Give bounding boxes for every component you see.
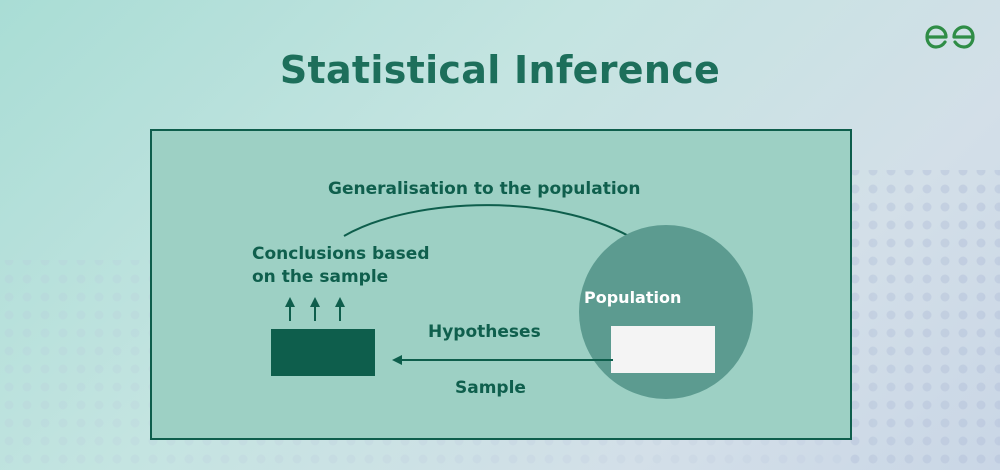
population-label: Population (584, 288, 682, 307)
page-title: Statistical Inference (279, 48, 721, 92)
conclusions-line-2: on the sample (252, 267, 389, 287)
sample-block (271, 329, 375, 376)
generalisation-arrow (343, 204, 644, 246)
gfg-logo-icon[interactable] (924, 24, 976, 50)
population-sample-box (611, 326, 715, 373)
conclusions-line-1: Conclusions based (252, 244, 430, 264)
sample-label: Sample (455, 378, 526, 398)
conclusions-label: Conclusions based on the sample (252, 243, 430, 289)
generalisation-label: Generalisation to the population (328, 179, 641, 199)
hypotheses-label: Hypotheses (428, 322, 541, 342)
diagram-canvas (271, 204, 753, 399)
diagram-panel: Generalisation to the population Conclus… (150, 129, 852, 440)
